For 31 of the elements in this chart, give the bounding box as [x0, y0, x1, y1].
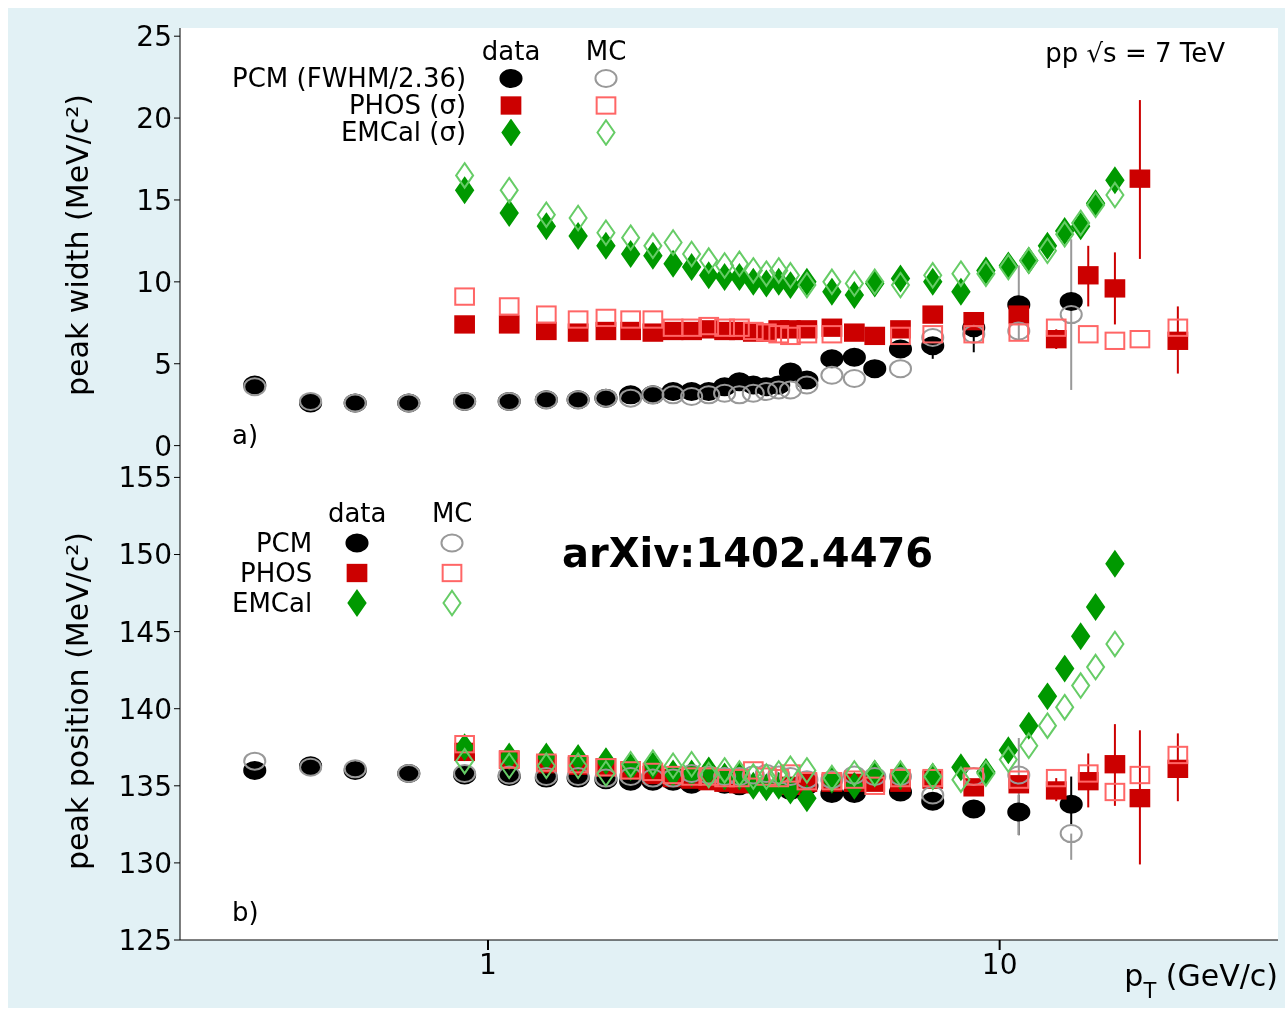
y-tick-label: 10 — [136, 265, 172, 299]
legend-label: PCM — [254, 528, 313, 558]
y-tick-label: 150 — [118, 538, 172, 572]
y-tick-label: 0 — [154, 429, 172, 463]
annotation: data — [480, 36, 542, 66]
legend-label: PHOS — [238, 558, 313, 588]
y-tick-label: 20 — [136, 102, 172, 136]
legend-label: PCM (FWHM/2.36) — [232, 63, 467, 93]
y-tick-label: 15 — [136, 183, 172, 217]
y-tick-label: 140 — [118, 692, 172, 726]
x-axis-title: p$_{T}$ (GeV/c) — [1124, 958, 1278, 1003]
annotation: a) — [232, 420, 259, 450]
y-tick-label: 125 — [118, 923, 172, 957]
y-tick-label: 25 — [136, 20, 172, 54]
annotation: arXiv:1402.4476 — [562, 530, 934, 576]
y-axis-title: peak width (MeV/c²) — [60, 94, 95, 396]
annotation: MC — [584, 36, 628, 66]
annotation: MC — [430, 498, 474, 528]
annotation: b) — [232, 897, 259, 927]
x-tick-label: 1 — [479, 947, 497, 981]
y-axis-title: peak position (MeV/c²) — [60, 531, 95, 871]
y-tick-label: 155 — [118, 461, 172, 495]
y-tick-label: 145 — [118, 615, 172, 649]
y-tick-label: 135 — [118, 769, 172, 803]
y-tick-label: 5 — [154, 347, 172, 381]
y-tick-label: 130 — [118, 846, 172, 880]
legend-label: EMCal (σ) — [339, 117, 467, 147]
annotation: data — [326, 498, 388, 528]
legend-label: PHOS (σ) — [348, 90, 467, 120]
legend-label: EMCal — [232, 588, 313, 618]
annotation: pp √s = 7 TeV — [1045, 38, 1225, 68]
